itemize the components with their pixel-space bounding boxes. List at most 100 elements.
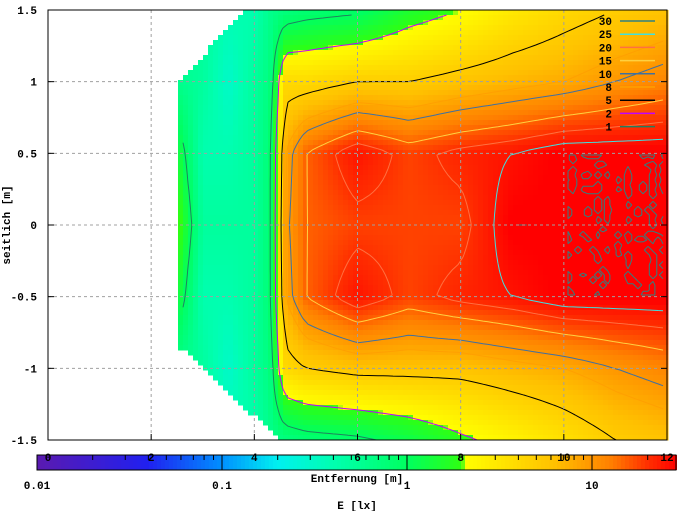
heatmap-cell [453,435,459,441]
heatmap-cell [198,150,204,156]
heatmap-cell [253,240,259,246]
heatmap-cell [478,240,484,246]
heatmap-cell [198,180,204,186]
heatmap-cell [443,380,449,386]
heatmap-cell [418,240,424,246]
heatmap-cell [388,395,394,401]
heatmap-cell [478,300,484,306]
heatmap-cell [273,380,279,386]
heatmap-cell [363,165,369,171]
heatmap-cell [178,275,184,281]
heatmap-cell [363,355,369,361]
heatmap-cell [403,245,409,251]
heatmap-cell [383,90,389,96]
heatmap-cell [338,360,344,366]
heatmap-cell [183,335,189,341]
heatmap-cell [178,140,184,146]
heatmap-cell [298,290,304,296]
heatmap-cell [228,390,234,396]
heatmap-cell [393,130,399,136]
heatmap-cell [273,400,279,406]
heatmap-cell [443,85,449,91]
heatmap-cell [378,310,384,316]
heatmap-cell [263,230,269,236]
heatmap-cell [378,125,384,131]
heatmap-cell [438,50,444,56]
heatmap-cell [288,295,294,301]
heatmap-cell [328,55,334,61]
heatmap-cell [378,390,384,396]
heatmap-cell [463,180,469,186]
heatmap-cell [438,330,444,336]
heatmap-cell [378,165,384,171]
heatmap-cell [303,160,309,166]
heatmap-cell [423,100,429,106]
heatmap-cell [403,115,409,121]
heatmap-cell [448,425,454,431]
heatmap-cell [433,160,439,166]
heatmap-cell [313,240,319,246]
heatmap-cell [213,275,219,281]
heatmap-cell [258,145,264,151]
heatmap-cell [273,385,279,391]
heatmap-cell [473,85,479,91]
heatmap-cell [373,250,379,256]
heatmap-cell [478,155,484,161]
heatmap-cell [328,40,334,46]
heatmap-cell [413,270,419,276]
heatmap-cell [203,365,209,371]
heatmap-cell [428,10,434,16]
heatmap-cell [178,125,184,131]
heatmap-cell [258,370,264,376]
heatmap-cell [283,395,289,401]
heatmap-cell [398,245,404,251]
heatmap-cell [408,75,414,81]
heatmap-cell [318,60,324,66]
heatmap-cell [298,170,304,176]
heatmap-cell [253,410,259,416]
heatmap-cell [398,380,404,386]
heatmap-cell [288,265,294,271]
heatmap-cell [338,75,344,81]
heatmap-cell [448,355,454,361]
heatmap-cell [383,210,389,216]
heatmap-cell [463,75,469,81]
heatmap-cell [308,15,314,21]
heatmap-cell [363,405,369,411]
heatmap-cell [268,85,274,91]
heatmap-cell [338,135,344,141]
heatmap-cell [263,375,269,381]
heatmap-cell [233,80,239,86]
heatmap-cell [468,385,474,391]
heatmap-cell [393,385,399,391]
heatmap-cell [343,350,349,356]
heatmap-cell [313,15,319,21]
heatmap-cell [333,60,339,66]
heatmap-cell [438,130,444,136]
heatmap-cell [478,55,484,61]
heatmap-cell [213,180,219,186]
heatmap-cell [238,170,244,176]
heatmap-cell [478,225,484,231]
heatmap-cell [263,15,269,21]
heatmap-cell [463,175,469,181]
heatmap-cell [333,360,339,366]
heatmap-cell [298,175,304,181]
heatmap-cell [398,70,404,76]
heatmap-cell [353,365,359,371]
heatmap-cell [343,380,349,386]
heatmap-cell [198,235,204,241]
heatmap-cell [418,145,424,151]
heatmap-cell [373,270,379,276]
heatmap-cell [338,250,344,256]
heatmap-cell [213,345,219,351]
heatmap-cell [418,375,424,381]
heatmap-cell [253,375,259,381]
heatmap-cell [193,70,199,76]
heatmap-cell [313,305,319,311]
heatmap-cell [268,205,274,211]
heatmap-cell [213,140,219,146]
heatmap-cell [298,115,304,121]
heatmap-cell [293,180,299,186]
heatmap-cell [238,330,244,336]
